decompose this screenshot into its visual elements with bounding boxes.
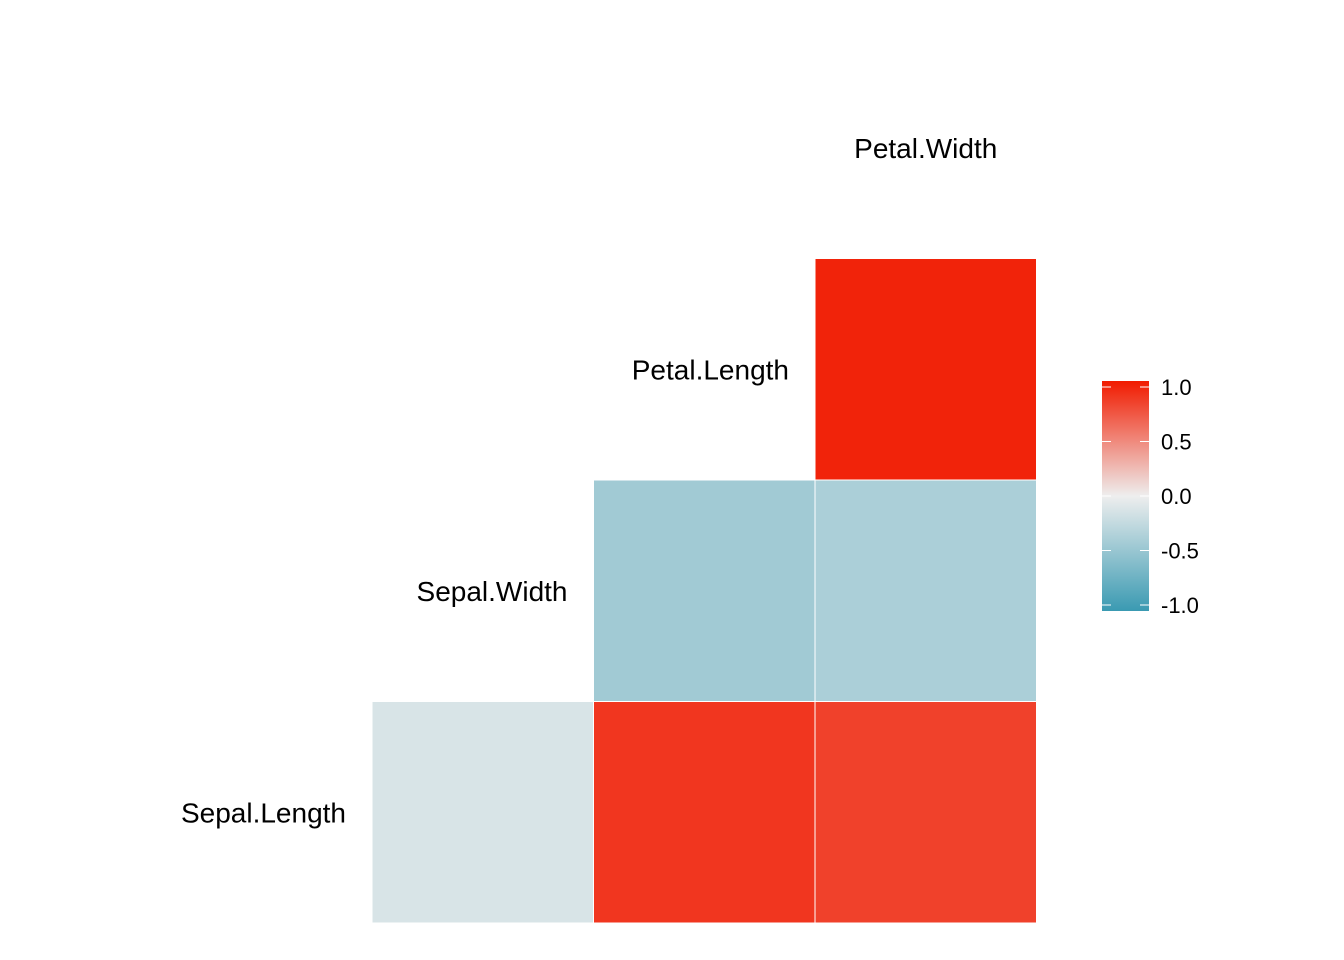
legend-tick-label: -0.5	[1161, 539, 1199, 564]
heatmap-cell-sepal-length-sepal-width	[371, 701, 594, 924]
heatmap-cell-sepal-width-petal-width	[814, 479, 1037, 702]
heatmap-cell-sepal-length-petal-length	[593, 701, 816, 924]
legend-tick-label: -1.0	[1161, 593, 1199, 618]
variable-label-sepal-length: Sepal.Length	[181, 797, 346, 828]
color-legend: 1.0 0.5 0.0 -0.5 -1.0	[1102, 375, 1199, 618]
variable-labels: Sepal.Length Sepal.Width Petal.Length Petal…	[181, 133, 997, 829]
heatmap-cell-petal-length-petal-width	[814, 258, 1037, 481]
heatmap-cells	[371, 258, 1037, 924]
legend-tick-label: 0.0	[1161, 484, 1192, 509]
legend-tick-label: 0.5	[1161, 430, 1192, 455]
variable-label-petal-length: Petal.Length	[632, 354, 789, 385]
variable-label-sepal-width: Sepal.Width	[417, 576, 568, 607]
legend-tick-label: 1.0	[1161, 375, 1192, 400]
variable-label-petal-width: Petal.Width	[854, 133, 997, 164]
heatmap-cell-sepal-width-petal-length	[593, 479, 816, 702]
heatmap-cell-sepal-length-petal-width	[814, 701, 1037, 924]
